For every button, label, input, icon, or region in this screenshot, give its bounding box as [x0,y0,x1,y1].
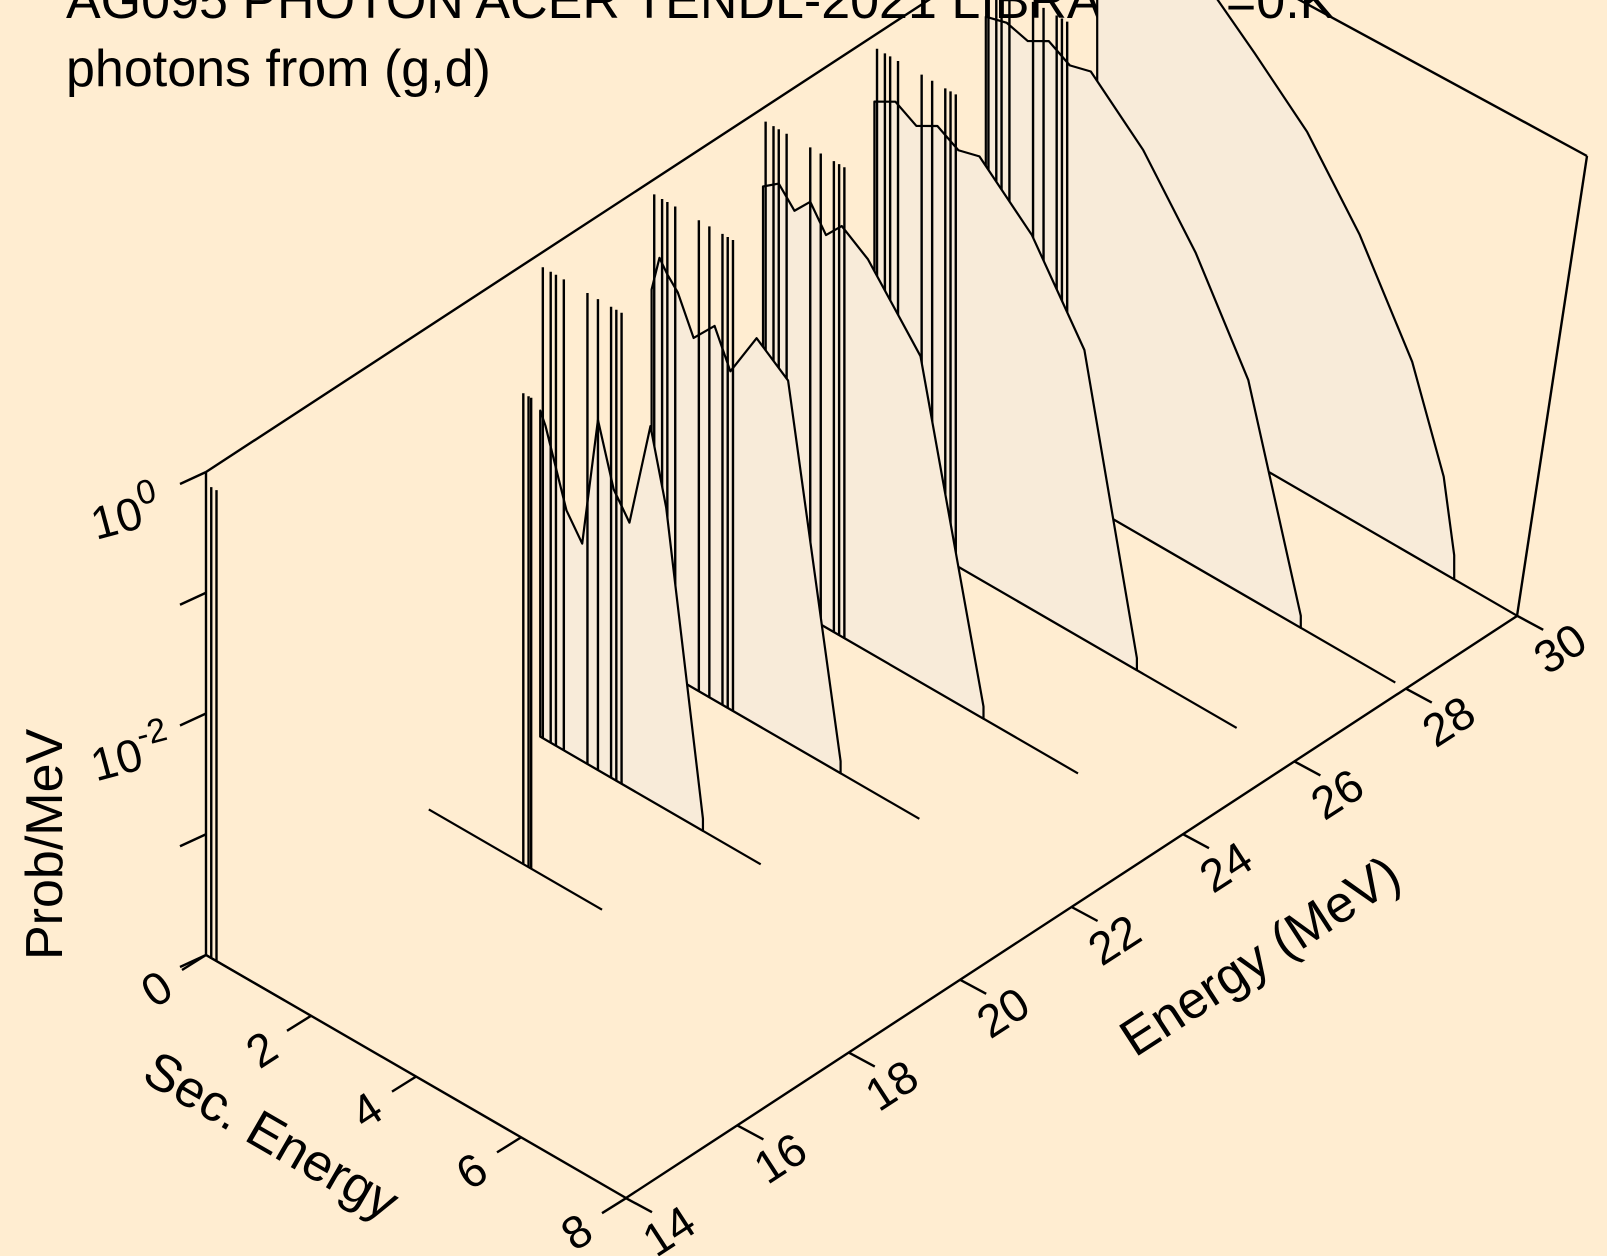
y-tick-mark [1405,687,1433,704]
back-top-edge [205,0,931,474]
z-tick-label: 100 [83,472,167,550]
back-right-edge [1297,0,1588,158]
y-tick-mark [959,978,987,995]
y-tick-mark [1182,833,1210,850]
y-tick-mark [736,1124,764,1141]
y-tick-mark [625,1197,653,1214]
plane-baseline [428,808,603,911]
z-tick-mark [179,591,207,606]
z-tick-mark [179,833,207,848]
z-tick-mark [179,953,207,969]
y-tick-mark [1293,760,1321,777]
spectrum-plane [428,393,603,911]
x-tick-mark [601,1197,627,1215]
spectra-planes [205,0,1518,1002]
right-vertical-edge [1515,155,1589,617]
z-axis-label: Prob/MeV [16,728,74,960]
spectrum-curve [1096,0,1456,581]
y-tick-mark [1071,905,1099,923]
energy-axis-line [625,614,1518,1200]
chart-subtitle: photons from (g,d) [66,40,491,98]
y-tick-mark [848,1051,876,1068]
spectrum-plane [539,267,762,866]
x-tick-mark [391,1075,417,1093]
spectrum-plane [650,194,920,820]
z-tick-mark [179,712,207,727]
z-tick-mark [179,470,207,486]
x-tick-mark [496,1136,522,1154]
x-tick-mark [286,1014,312,1032]
spectrum-plane [205,487,286,1002]
plane-baseline [205,954,286,1002]
y-tick-mark [1516,614,1544,631]
